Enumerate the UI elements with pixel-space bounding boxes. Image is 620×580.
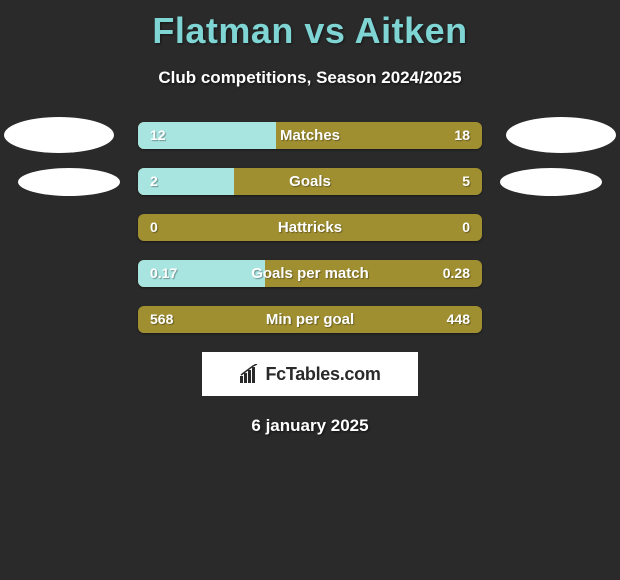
stat-label: Goals per match [138,260,482,287]
stat-label: Min per goal [138,306,482,333]
stat-row-goals-per-match: 0.17 Goals per match 0.28 [138,260,482,287]
page-title: Flatman vs Aitken [0,0,620,52]
stat-value-right: 0 [462,214,470,241]
stat-value-right: 448 [447,306,470,333]
stat-row-hattricks: 0 Hattricks 0 [138,214,482,241]
stat-label: Hattricks [138,214,482,241]
stat-row-goals: 2 Goals 5 [138,168,482,195]
subtitle: Club competitions, Season 2024/2025 [0,68,620,88]
stat-label: Matches [138,122,482,149]
stat-value-right: 0.28 [443,260,470,287]
logo-text: FcTables.com [265,364,380,385]
stat-value-right: 5 [462,168,470,195]
chart-icon [239,364,259,384]
logo-box[interactable]: FcTables.com [202,352,418,396]
date-text: 6 january 2025 [0,416,620,436]
stat-label: Goals [138,168,482,195]
player-avatar-right [506,117,616,153]
stat-value-right: 18 [454,122,470,149]
player-avatar-right-shadow [500,168,602,196]
player-avatar-left [4,117,114,153]
stat-row-matches: 12 Matches 18 [138,122,482,149]
player-avatar-left-shadow [18,168,120,196]
stats-area: 12 Matches 18 2 Goals 5 0 Hattricks 0 0.… [0,122,620,436]
stat-row-min-per-goal: 568 Min per goal 448 [138,306,482,333]
